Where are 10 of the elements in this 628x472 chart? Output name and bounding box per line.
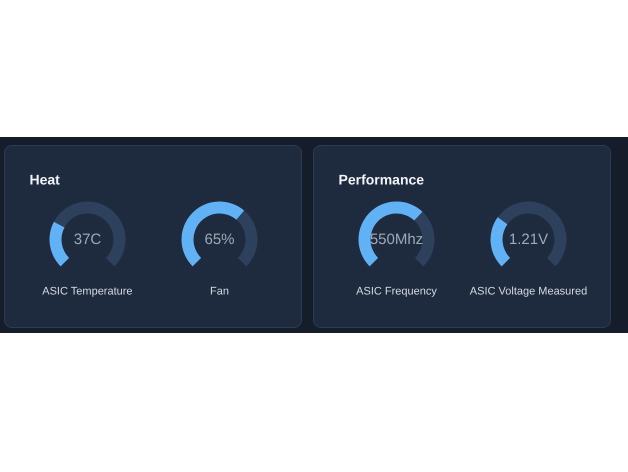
text: 65% xyxy=(204,231,235,248)
chart-title: Heat xyxy=(30,172,60,188)
chart-title: Performance xyxy=(338,172,424,188)
text: 37C xyxy=(74,231,102,248)
text: ASIC Frequency xyxy=(356,286,438,298)
text: 1.21V xyxy=(508,231,548,248)
text: ASIC Voltage Measured xyxy=(470,286,588,298)
text: Fan xyxy=(210,286,229,298)
text: 550Mhz xyxy=(370,231,424,248)
text: ASIC Temperature xyxy=(42,286,133,298)
